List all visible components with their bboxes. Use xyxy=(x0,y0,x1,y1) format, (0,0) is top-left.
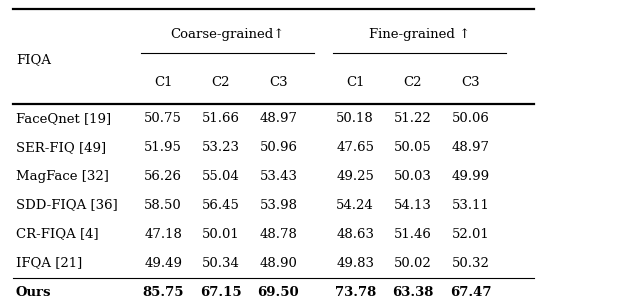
Text: C1: C1 xyxy=(346,76,364,89)
Text: 73.78: 73.78 xyxy=(335,285,376,299)
Text: 50.03: 50.03 xyxy=(394,170,432,183)
Text: 47.18: 47.18 xyxy=(144,228,182,241)
Text: 50.75: 50.75 xyxy=(144,112,182,125)
Text: 54.13: 54.13 xyxy=(394,199,432,212)
Text: 48.97: 48.97 xyxy=(451,141,490,154)
Text: 48.63: 48.63 xyxy=(336,228,374,241)
Text: 50.34: 50.34 xyxy=(202,257,240,270)
Text: 50.05: 50.05 xyxy=(394,141,431,154)
Text: 49.99: 49.99 xyxy=(451,170,490,183)
Text: 69.50: 69.50 xyxy=(257,285,300,299)
Text: 49.83: 49.83 xyxy=(336,257,374,270)
Text: 50.06: 50.06 xyxy=(451,112,490,125)
Text: 53.23: 53.23 xyxy=(202,141,240,154)
Text: 53.11: 53.11 xyxy=(451,199,490,212)
Text: SER-FIQ [49]: SER-FIQ [49] xyxy=(16,141,106,154)
Text: Ours: Ours xyxy=(16,285,51,299)
Text: C2: C2 xyxy=(404,76,422,89)
Text: 67.15: 67.15 xyxy=(200,285,242,299)
Text: 53.98: 53.98 xyxy=(259,199,298,212)
Text: 52.01: 52.01 xyxy=(452,228,489,241)
Text: C2: C2 xyxy=(212,76,230,89)
Text: FaceQnet [19]: FaceQnet [19] xyxy=(16,112,111,125)
Text: 48.78: 48.78 xyxy=(259,228,298,241)
Text: 50.18: 50.18 xyxy=(337,112,374,125)
Text: C1: C1 xyxy=(154,76,172,89)
Text: 63.38: 63.38 xyxy=(392,285,433,299)
Text: 50.01: 50.01 xyxy=(202,228,239,241)
Text: 49.25: 49.25 xyxy=(336,170,374,183)
Text: 54.24: 54.24 xyxy=(337,199,374,212)
Text: 48.97: 48.97 xyxy=(259,112,298,125)
Text: 51.46: 51.46 xyxy=(394,228,432,241)
Text: CR-FIQA [4]: CR-FIQA [4] xyxy=(16,228,99,241)
Text: 50.02: 50.02 xyxy=(394,257,431,270)
Text: 51.22: 51.22 xyxy=(394,112,431,125)
Text: 48.90: 48.90 xyxy=(259,257,298,270)
Text: 53.43: 53.43 xyxy=(259,170,298,183)
Text: C3: C3 xyxy=(461,76,480,89)
Text: SDD-FIQA [36]: SDD-FIQA [36] xyxy=(16,199,118,212)
Text: 51.95: 51.95 xyxy=(144,141,182,154)
Text: 49.49: 49.49 xyxy=(144,257,182,270)
Text: 56.45: 56.45 xyxy=(202,199,240,212)
Text: FIQA: FIQA xyxy=(16,53,51,66)
Text: Coarse-grained↑: Coarse-grained↑ xyxy=(170,28,284,41)
Text: Fine-grained ↑: Fine-grained ↑ xyxy=(369,28,470,41)
Text: 47.65: 47.65 xyxy=(336,141,374,154)
Text: 51.66: 51.66 xyxy=(202,112,240,125)
Text: 50.32: 50.32 xyxy=(451,257,490,270)
Text: 58.50: 58.50 xyxy=(145,199,182,212)
Text: 56.26: 56.26 xyxy=(144,170,182,183)
Text: IFQA [21]: IFQA [21] xyxy=(16,257,83,270)
Text: 85.75: 85.75 xyxy=(143,285,184,299)
Text: 55.04: 55.04 xyxy=(202,170,239,183)
Text: C3: C3 xyxy=(269,76,288,89)
Text: 50.96: 50.96 xyxy=(259,141,298,154)
Text: 67.47: 67.47 xyxy=(450,285,491,299)
Text: MagFace [32]: MagFace [32] xyxy=(16,170,109,183)
